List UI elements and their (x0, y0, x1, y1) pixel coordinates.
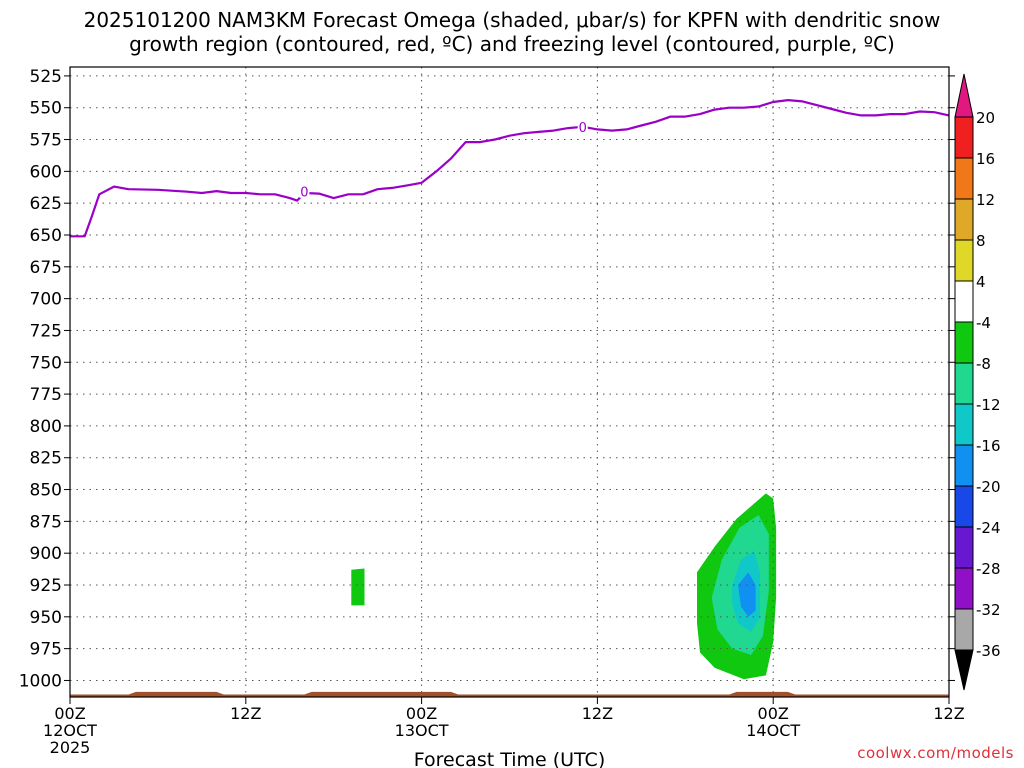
x-tick-label: 00Z (758, 704, 789, 723)
x-tick-label: 12Z (230, 704, 261, 723)
x-tick-date-label: 12OCT (43, 721, 97, 740)
colorbar-label: 4 (976, 273, 986, 291)
y-tick-label: 875 (30, 512, 62, 532)
site-credit: coolwx.com/models (857, 744, 1014, 762)
y-tick-label: 550 (30, 99, 62, 119)
colorbar-label: -20 (976, 478, 1001, 496)
colorbar-label: 16 (976, 150, 995, 168)
x-tick-label: 00Z (54, 704, 85, 723)
colorbar-segment (954, 157, 974, 200)
colorbar-segment (954, 567, 974, 610)
x-tick-year-label: 2025 (50, 738, 91, 757)
y-tick-label: 575 (30, 131, 62, 151)
colorbar-segment (954, 444, 974, 487)
y-tick-label: 1000 (19, 671, 62, 691)
freezing-level-label: 0 (579, 121, 587, 136)
y-tick-label: 725 (30, 321, 62, 341)
y-tick-label: 925 (30, 576, 62, 596)
omega-region (738, 572, 756, 617)
colorbar-label: -32 (976, 601, 1001, 619)
y-tick-label: 625 (30, 194, 62, 214)
colorbar-bottom-arrow (954, 649, 974, 691)
x-tick-label: 12Z (582, 704, 613, 723)
plot-frame (69, 66, 950, 698)
colorbar-label: -12 (976, 396, 1001, 414)
y-tick-label: 775 (30, 385, 62, 405)
y-tick-label: 850 (30, 481, 62, 501)
colorbar-label: -4 (976, 314, 991, 332)
colorbar-label: 20 (976, 109, 995, 127)
colorbar-segment (954, 198, 974, 241)
colorbar-segment (954, 239, 974, 282)
y-tick-label: 675 (30, 258, 62, 278)
freezing-level-line (70, 98, 950, 238)
chart-subtitle: growth region (contoured, red, ºC) and f… (129, 32, 895, 56)
colorbar-label: 12 (976, 191, 995, 209)
colorbar-segment (954, 362, 974, 405)
colorbar-label: 8 (976, 232, 986, 250)
y-tick-label: 800 (30, 417, 62, 437)
x-tick-date-label: 13OCT (395, 721, 449, 740)
colorbar-top-arrow (954, 73, 974, 118)
freezing-level-label: 0 (300, 186, 308, 201)
colorbar-label: -28 (976, 560, 1001, 578)
y-tick-label: 700 (30, 290, 62, 310)
y-tick-label: 525 (30, 67, 62, 87)
colorbar-segment (954, 485, 974, 528)
omega-region (351, 568, 365, 606)
colorbar-label: -36 (976, 642, 1001, 660)
y-tick-label: 750 (30, 353, 62, 373)
colorbar-segment (954, 321, 974, 364)
x-tick-label: 00Z (406, 704, 437, 723)
colorbar-label: -24 (976, 519, 1001, 537)
freezing-level-label-bg (299, 183, 310, 198)
colorbar-segment (954, 403, 974, 446)
colorbar-segment (954, 116, 974, 159)
y-tick-label: 950 (30, 608, 62, 628)
y-tick-label: 600 (30, 162, 62, 182)
y-tick-label: 650 (30, 226, 62, 246)
y-tick-label: 900 (30, 544, 62, 564)
y-tick-label: 975 (30, 640, 62, 660)
y-tick-label: 825 (30, 449, 62, 469)
colorbar-label: -8 (976, 355, 991, 373)
colorbar-segment (954, 526, 974, 569)
freezing-level-label-bg (577, 118, 588, 133)
colorbar-segment (954, 608, 974, 651)
chart-title: 2025101200 NAM3KM Forecast Omega (shaded… (83, 8, 941, 32)
colorbar-segment (954, 280, 974, 323)
x-axis-label: Forecast Time (UTC) (414, 749, 605, 768)
x-tick-date-label: 14OCT (746, 721, 800, 740)
terrain-fill (70, 691, 949, 697)
colorbar-label: -16 (976, 437, 1001, 455)
x-tick-label: 12Z (933, 704, 964, 723)
